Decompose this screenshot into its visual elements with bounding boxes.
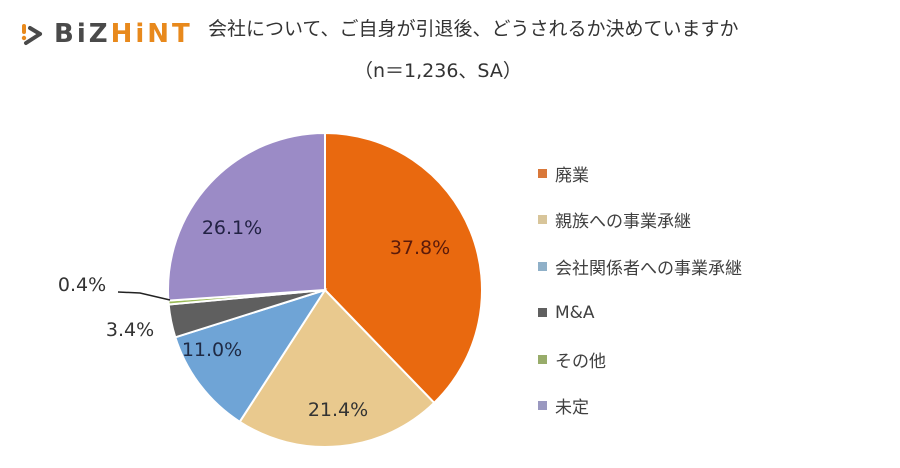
legend-label: 親族への事業承継 [555, 212, 691, 233]
pie-slice [238, 288, 436, 448]
pie-slice-label: 21.4% [307, 399, 369, 421]
logo-mark-icon [21, 24, 42, 45]
legend-item: その他 [538, 336, 742, 383]
pie-slice [167, 131, 326, 302]
pie-slice [174, 288, 328, 424]
legend-label: 未定 [555, 398, 589, 419]
chart-subtitle: （n＝1,236、SA） [354, 60, 522, 82]
logo-text-hint: HiNT [110, 19, 193, 49]
legend-swatch-icon [538, 168, 547, 178]
pie-slice-label: 26.1% [201, 217, 263, 239]
legend-swatch-icon [538, 215, 547, 225]
pie-slice-label: 37.8% [389, 237, 451, 259]
legend-swatch-icon [538, 308, 547, 318]
legend-item: 親族への事業承継 [538, 197, 742, 244]
legend-item: M&A [538, 290, 742, 337]
pie-slice-label: 3.4% [105, 319, 155, 341]
bizhint-logo: BiZHiNT [20, 16, 193, 52]
logo-text: BiZHiNT [54, 21, 193, 47]
legend-item: 廃業 [538, 150, 742, 197]
legend-item: 会社関係者への事業承継 [538, 243, 742, 290]
logo-text-biz: BiZ [54, 19, 111, 49]
legend-label: 廃業 [555, 165, 589, 186]
legend-swatch-icon [538, 354, 547, 364]
legend-item: 未定 [538, 383, 742, 430]
legend-swatch-icon [538, 261, 547, 271]
leader-line [117, 291, 171, 301]
pie-slice [324, 131, 483, 405]
legend-label: その他 [555, 351, 606, 372]
pie-slice-label: 11.0% [181, 339, 243, 361]
chart-title: 会社について、ご自身が引退後、どうされるか決めていますか [208, 18, 739, 40]
chart-legend: 廃業 親族への事業承継 会社関係者への事業承継 M&A その他 未定 [538, 150, 742, 429]
legend-label: M&A [555, 302, 595, 323]
legend-label: 会社関係者への事業承継 [555, 258, 742, 279]
pie-slice-label: 0.4% [57, 274, 107, 296]
legend-swatch-icon [538, 401, 547, 411]
